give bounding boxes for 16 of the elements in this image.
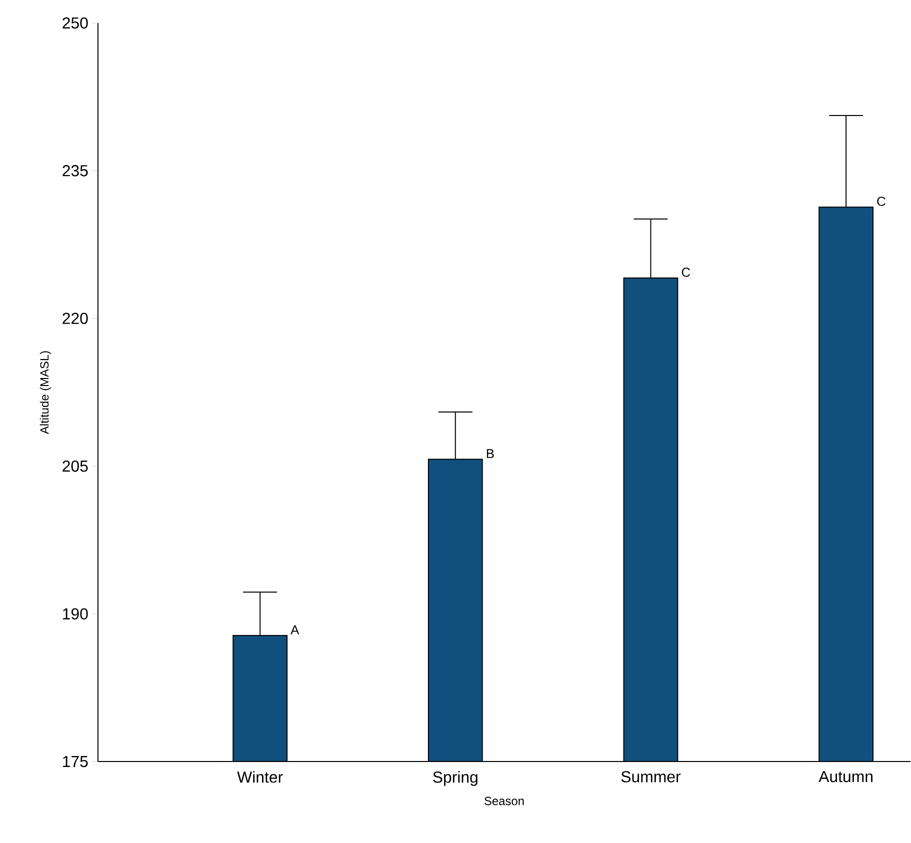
y-tick-label: 235 — [62, 165, 88, 177]
annotation: C — [682, 268, 690, 278]
x-tick-label: Spring — [433, 771, 478, 786]
annotation: B — [486, 449, 494, 458]
x-tick-label: Winter — [237, 771, 283, 784]
y-tick-label: 175 — [63, 756, 88, 768]
y-axis-title: Altitude (MASL) — [40, 351, 52, 434]
x-tick-label: Summer — [621, 771, 681, 783]
x-tick-label: Autumn — [818, 771, 872, 782]
y-tick-label: 250 — [62, 18, 88, 29]
y-tick-label: 190 — [63, 608, 88, 620]
annotation: A — [290, 626, 300, 635]
x-axis-title: Season — [484, 797, 524, 806]
y-tick-label: 220 — [62, 313, 88, 324]
annotation: C — [877, 197, 886, 206]
y-tick-label: 205 — [62, 460, 88, 472]
